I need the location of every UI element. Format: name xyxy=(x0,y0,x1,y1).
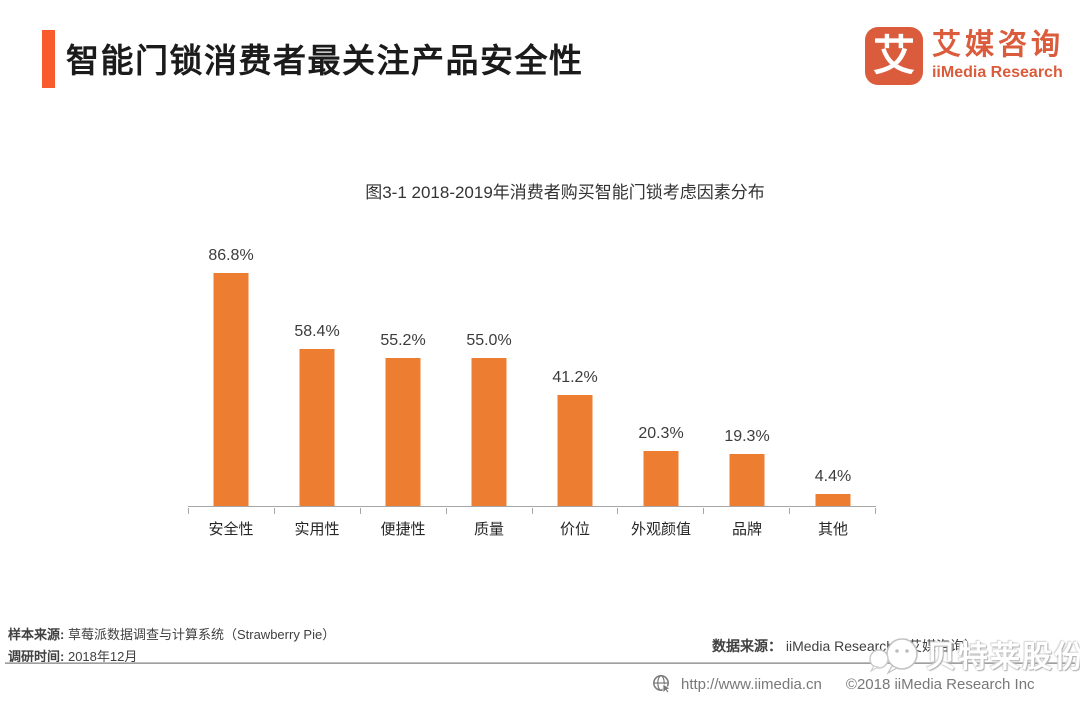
watermark-text: 贝特莱股份 xyxy=(926,641,1080,674)
bar-value-label: 86.8% xyxy=(208,246,254,264)
bar xyxy=(213,272,249,506)
axis-tick xyxy=(445,508,532,514)
bar-slot-0: 86.8% xyxy=(188,219,274,506)
bar-slot-4: 41.2% xyxy=(532,219,618,506)
bar xyxy=(643,451,679,506)
x-axis-category-labels: 安全性 实用性 便捷性 质量 价位 外观颜值 品牌 其他 xyxy=(188,518,876,539)
category-label: 安全性 xyxy=(208,521,254,538)
watermark: 贝特莱股份 xyxy=(866,632,1080,676)
bar-value-label: 20.3% xyxy=(638,425,684,443)
survey-time-label: 调研时间: xyxy=(8,649,65,664)
bar-value-label: 58.4% xyxy=(294,322,340,340)
bar-value-label: 19.3% xyxy=(724,428,770,446)
axis-tick xyxy=(359,508,446,514)
iimedia-logo: 艾 艾媒咨询 iiMedia Research xyxy=(864,27,1064,85)
bar-slot-7: 4.4% xyxy=(790,219,876,506)
sample-source-line: 样本来源: 草莓派数据调查与计算系统（Strawberry Pie） xyxy=(8,624,335,646)
bar-slot-2: 55.2% xyxy=(360,219,446,506)
logo-glyph: 艾 xyxy=(872,32,915,79)
axis-tick xyxy=(617,508,703,514)
axis-tick xyxy=(273,508,360,514)
sample-source-label: 样本来源: xyxy=(8,627,65,642)
footnotes-left: 样本来源: 草莓派数据调查与计算系统（Strawberry Pie） 调研时间:… xyxy=(8,624,335,668)
axis-tick xyxy=(531,508,618,514)
footer-divider-line xyxy=(5,662,1075,664)
bar-value-label: 55.0% xyxy=(466,332,512,350)
axis-tick xyxy=(789,508,875,514)
bar xyxy=(471,358,507,506)
bar xyxy=(815,494,851,506)
bar-value-label: 55.2% xyxy=(380,331,426,349)
title-accent-bar xyxy=(42,30,55,88)
sample-source-value: 草莓派数据调查与计算系统（Strawberry Pie） xyxy=(67,627,336,642)
category-label: 便捷性 xyxy=(380,521,426,538)
bar xyxy=(557,395,593,506)
bar-value-label: 4.4% xyxy=(814,468,852,486)
iimedia-logo-icon: 艾 xyxy=(864,27,923,85)
footer-url: http://www.iimedia.cn xyxy=(681,675,822,693)
bar-slot-1: 58.4% xyxy=(274,219,360,506)
page-title: 智能门锁消费者最关注产品安全性 xyxy=(66,42,584,79)
axis-tick xyxy=(703,508,789,514)
bar-slot-6: 19.3% xyxy=(704,219,790,506)
data-source-value: iiMedia Research（艾媒咨询） xyxy=(785,638,979,654)
survey-time-value: 2018年12月 xyxy=(67,649,138,664)
category-label: 实用性 xyxy=(294,521,340,538)
category-label: 外观颜值 xyxy=(630,521,691,538)
bar-chart-plot-area: 86.8% 58.4% 55.2% 55.0% 41.2% 20.3% 19.3% 4.4% xyxy=(188,219,876,507)
category-label: 品牌 xyxy=(731,521,762,538)
logo-name-en: iiMedia Research xyxy=(931,63,1063,81)
survey-time-line: 调研时间: 2018年12月 xyxy=(8,646,335,668)
footer-copyright: ©2018 iiMedia Research Inc xyxy=(845,675,1035,693)
bar-value-label: 41.2% xyxy=(552,369,598,387)
category-label: 其他 xyxy=(817,521,848,538)
page-footer: http://www.iimedia.cn ©2018 iiMedia Rese… xyxy=(652,674,1035,694)
category-label: 价位 xyxy=(559,521,590,538)
bar-slot-5: 20.3% xyxy=(618,219,704,506)
logo-name-cn: 艾媒咨询 xyxy=(931,28,1064,61)
chart-title: 图3-1 2018-2019年消费者购买智能门锁考虑因素分布 xyxy=(365,183,765,202)
bar xyxy=(385,357,421,506)
axis-tick xyxy=(188,508,274,514)
globe-cursor-icon xyxy=(653,675,671,694)
data-source-line: 数据来源： iiMedia Research（艾媒咨询） xyxy=(712,636,978,656)
bar xyxy=(299,348,335,506)
wechat-chat-bubbles-icon xyxy=(869,638,918,675)
bar-slot-3: 55.0% xyxy=(446,219,532,506)
x-axis-ticks xyxy=(188,508,876,514)
bar xyxy=(729,454,765,506)
data-source-label: 数据来源： xyxy=(712,638,782,654)
logo-text: 艾媒咨询 iiMedia Research xyxy=(931,28,1064,82)
category-label: 质量 xyxy=(473,521,504,538)
